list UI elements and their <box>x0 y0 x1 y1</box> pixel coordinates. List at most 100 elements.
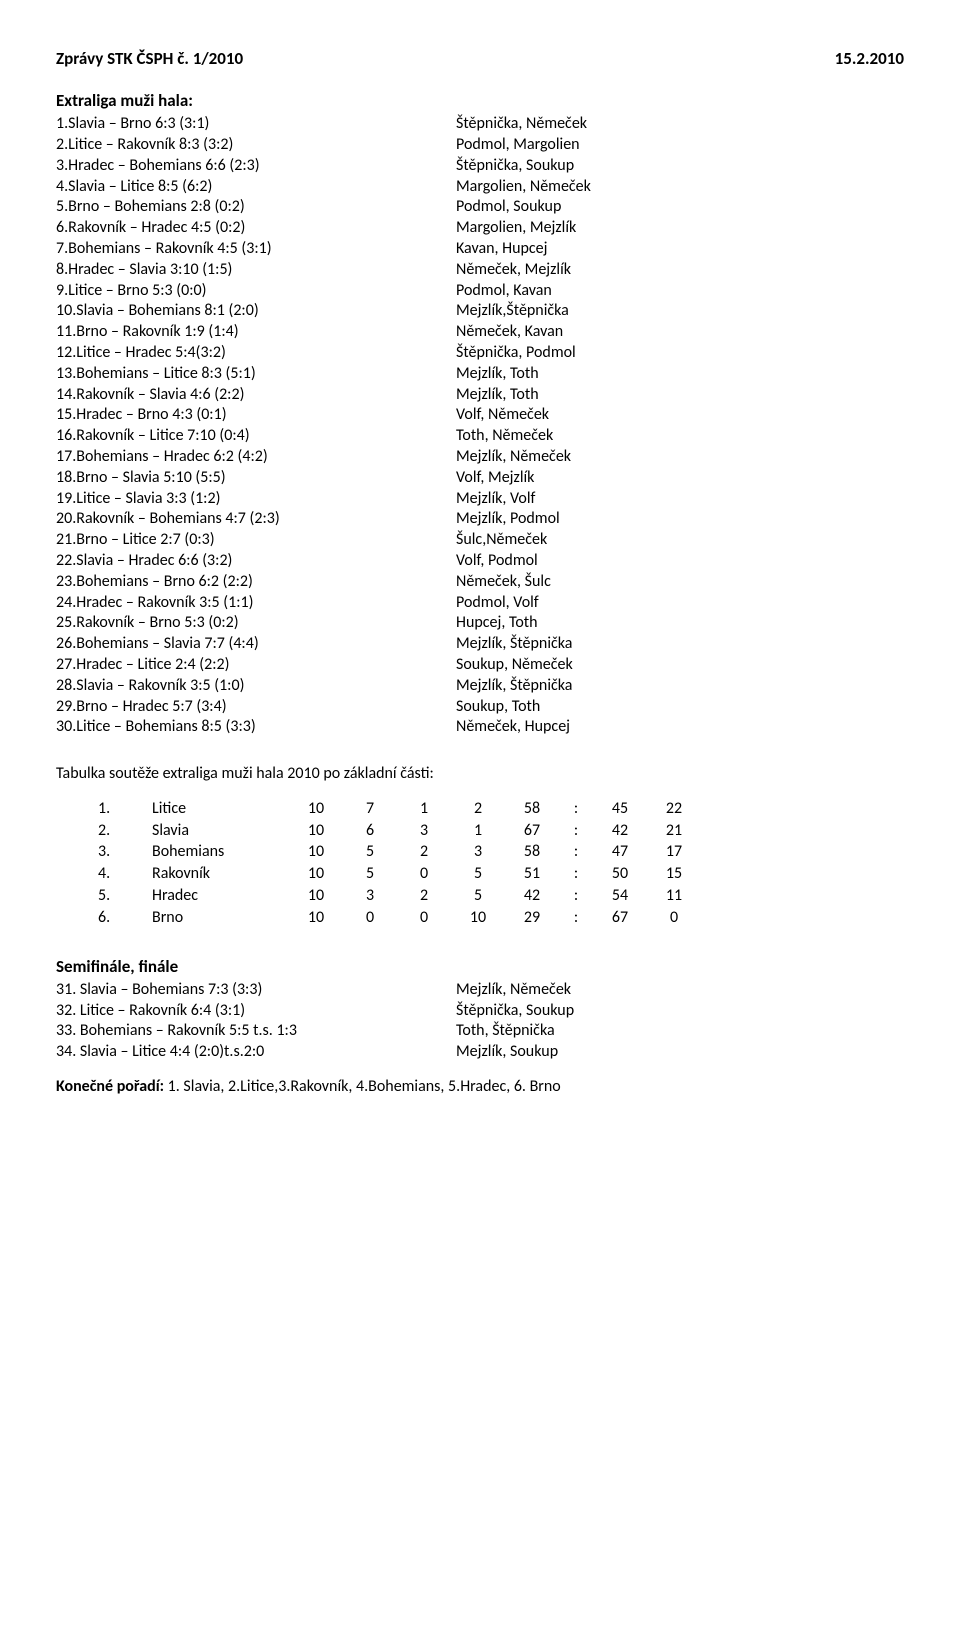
result-match: 33. Bohemians – Rakovník 5:5 t.s. 1:3 <box>56 1021 456 1042</box>
result-referees: Němeček, Kavan <box>456 322 904 343</box>
table-cell: : <box>566 821 600 843</box>
result-match: 34. Slavia – Litice 4:4 (2:0)t.s.2:0 <box>56 1042 456 1063</box>
result-referees: Štěpnička, Němeček <box>456 114 904 135</box>
result-referees: Margolien, Mejzlík <box>456 218 904 239</box>
result-row: 34. Slavia – Litice 4:4 (2:0)t.s.2:0Mejz… <box>56 1042 904 1063</box>
table-cell: : <box>566 908 600 930</box>
result-referees: Mejzlík, Štěpnička <box>456 676 904 697</box>
result-row: 23.Bohemians – Brno 6:2 (2:2)Němeček, Šu… <box>56 572 904 593</box>
table-cell: 2 <box>404 886 458 908</box>
table-cell: 42 <box>600 821 654 843</box>
table-row: 5.Hradec1032542:5411 <box>98 886 708 908</box>
result-referees: Mejzlík, Němeček <box>456 447 904 468</box>
result-match: 18.Brno – Slavia 5:10 (5:5) <box>56 468 456 489</box>
table-cell: 1 <box>458 821 512 843</box>
result-row: 15.Hradec – Brno 4:3 (0:1)Volf, Němeček <box>56 405 904 426</box>
table-row: 4.Rakovník1050551:5015 <box>98 864 708 886</box>
result-row: 5.Brno – Bohemians 2:8 (0:2)Podmol, Souk… <box>56 197 904 218</box>
result-match: 13.Bohemians – Litice 8:3 (5:1) <box>56 364 456 385</box>
result-row: 1.Slavia – Brno 6:3 (3:1)Štěpnička, Něme… <box>56 114 904 135</box>
result-referees: Mejzlík, Štěpnička <box>456 634 904 655</box>
table-cell: 58 <box>512 799 566 821</box>
doc-date: 15.2.2010 <box>835 48 904 70</box>
table-cell: 7 <box>350 799 404 821</box>
result-referees: Mejzlík, Volf <box>456 489 904 510</box>
result-row: 24.Hradec – Rakovník 3:5 (1:1)Podmol, Vo… <box>56 593 904 614</box>
result-referees: Němeček, Hupcej <box>456 717 904 738</box>
table-cell: 5 <box>458 864 512 886</box>
result-referees: Štěpnička, Soukup <box>456 156 904 177</box>
table-cell: 58 <box>512 842 566 864</box>
table-cell: 1 <box>404 799 458 821</box>
results-list-2: 31. Slavia – Bohemians 7:3 (3:3)Mejzlík,… <box>56 980 904 1063</box>
standings-caption: Tabulka soutěže extraliga muži hala 2010… <box>56 764 904 785</box>
result-referees: Podmol, Margolien <box>456 135 904 156</box>
result-row: 6.Rakovník – Hradec 4:5 (0:2)Margolien, … <box>56 218 904 239</box>
result-referees: Mejzlík, Němeček <box>456 980 904 1001</box>
table-cell: 4. <box>98 864 152 886</box>
result-row: 11.Brno – Rakovník 1:9 (1:4)Němeček, Kav… <box>56 322 904 343</box>
result-match: 30.Litice – Bohemians 8:5 (3:3) <box>56 717 456 738</box>
doc-title-left: Zprávy STK ČSPH č. 1/2010 <box>56 48 243 70</box>
result-match: 29.Brno – Hradec 5:7 (3:4) <box>56 697 456 718</box>
result-row: 21.Brno – Litice 2:7 (0:3)Šulc,Němeček <box>56 530 904 551</box>
result-referees: Mejzlík, Soukup <box>456 1042 904 1063</box>
section2-heading: Semifinále, finále <box>56 956 904 978</box>
table-cell: 15 <box>654 864 708 886</box>
results-list-1: 1.Slavia – Brno 6:3 (3:1)Štěpnička, Něme… <box>56 114 904 738</box>
result-referees: Toth, Štěpnička <box>456 1021 904 1042</box>
result-row: 8.Hradec – Slavia 3:10 (1:5)Němeček, Mej… <box>56 260 904 281</box>
result-referees: Kavan, Hupcej <box>456 239 904 260</box>
result-match: 6.Rakovník – Hradec 4:5 (0:2) <box>56 218 456 239</box>
final-order-label: Konečné pořadí: <box>56 1077 164 1096</box>
table-cell: Rakovník <box>152 864 296 886</box>
result-match: 8.Hradec – Slavia 3:10 (1:5) <box>56 260 456 281</box>
result-match: 14.Rakovník – Slavia 4:6 (2:2) <box>56 385 456 406</box>
table-cell: 1. <box>98 799 152 821</box>
result-match: 10.Slavia – Bohemians 8:1 (2:0) <box>56 301 456 322</box>
result-row: 33. Bohemians – Rakovník 5:5 t.s. 1:3Tot… <box>56 1021 904 1042</box>
result-match: 15.Hradec – Brno 4:3 (0:1) <box>56 405 456 426</box>
result-match: 4.Slavia – Litice 8:5 (6:2) <box>56 177 456 198</box>
table-cell: Bohemians <box>152 842 296 864</box>
result-referees: Mejzlík, Toth <box>456 364 904 385</box>
result-row: 12.Litice – Hradec 5:4(3:2)Štěpnička, Po… <box>56 343 904 364</box>
result-match: 23.Bohemians – Brno 6:2 (2:2) <box>56 572 456 593</box>
result-referees: Volf, Podmol <box>456 551 904 572</box>
result-referees: Hupcej, Toth <box>456 613 904 634</box>
result-match: 2.Litice – Rakovník 8:3 (3:2) <box>56 135 456 156</box>
result-match: 22.Slavia – Hradec 6:6 (3:2) <box>56 551 456 572</box>
table-cell: 6. <box>98 908 152 930</box>
table-cell: 10 <box>296 886 350 908</box>
table-cell: 10 <box>296 908 350 930</box>
result-match: 12.Litice – Hradec 5:4(3:2) <box>56 343 456 364</box>
table-cell: 2 <box>404 842 458 864</box>
result-referees: Toth, Němeček <box>456 426 904 447</box>
result-row: 4.Slavia – Litice 8:5 (6:2)Margolien, Ně… <box>56 177 904 198</box>
table-cell: : <box>566 799 600 821</box>
result-referees: Volf, Mejzlík <box>456 468 904 489</box>
result-row: 31. Slavia – Bohemians 7:3 (3:3)Mejzlík,… <box>56 980 904 1001</box>
table-cell: 3 <box>350 886 404 908</box>
table-cell: 10 <box>296 864 350 886</box>
result-row: 26.Bohemians – Slavia 7:7 (4:4)Mejzlík, … <box>56 634 904 655</box>
table-cell: 42 <box>512 886 566 908</box>
standings-table: 1.Litice1071258:45222.Slavia1063167:4221… <box>98 799 708 930</box>
table-cell: 29 <box>512 908 566 930</box>
result-row: 17.Bohemians – Hradec 6:2 (4:2)Mejzlík, … <box>56 447 904 468</box>
table-cell: 5 <box>350 842 404 864</box>
final-order-text: 1. Slavia, 2.Litice,3.Rakovník, 4.Bohemi… <box>164 1077 561 1096</box>
result-referees: Štěpnička, Soukup <box>456 1001 904 1022</box>
result-row: 7.Bohemians – Rakovník 4:5 (3:1)Kavan, H… <box>56 239 904 260</box>
table-cell: Hradec <box>152 886 296 908</box>
document-header: Zprávy STK ČSPH č. 1/2010 15.2.2010 <box>56 48 904 70</box>
result-match: 11.Brno – Rakovník 1:9 (1:4) <box>56 322 456 343</box>
result-referees: Mejzlík,Štěpnička <box>456 301 904 322</box>
result-match: 7.Bohemians – Rakovník 4:5 (3:1) <box>56 239 456 260</box>
table-cell: 22 <box>654 799 708 821</box>
result-row: 10.Slavia – Bohemians 8:1 (2:0)Mejzlík,Š… <box>56 301 904 322</box>
result-match: 24.Hradec – Rakovník 3:5 (1:1) <box>56 593 456 614</box>
result-match: 27.Hradec – Litice 2:4 (2:2) <box>56 655 456 676</box>
result-row: 9.Litice – Brno 5:3 (0:0)Podmol, Kavan <box>56 281 904 302</box>
table-cell: 0 <box>404 908 458 930</box>
